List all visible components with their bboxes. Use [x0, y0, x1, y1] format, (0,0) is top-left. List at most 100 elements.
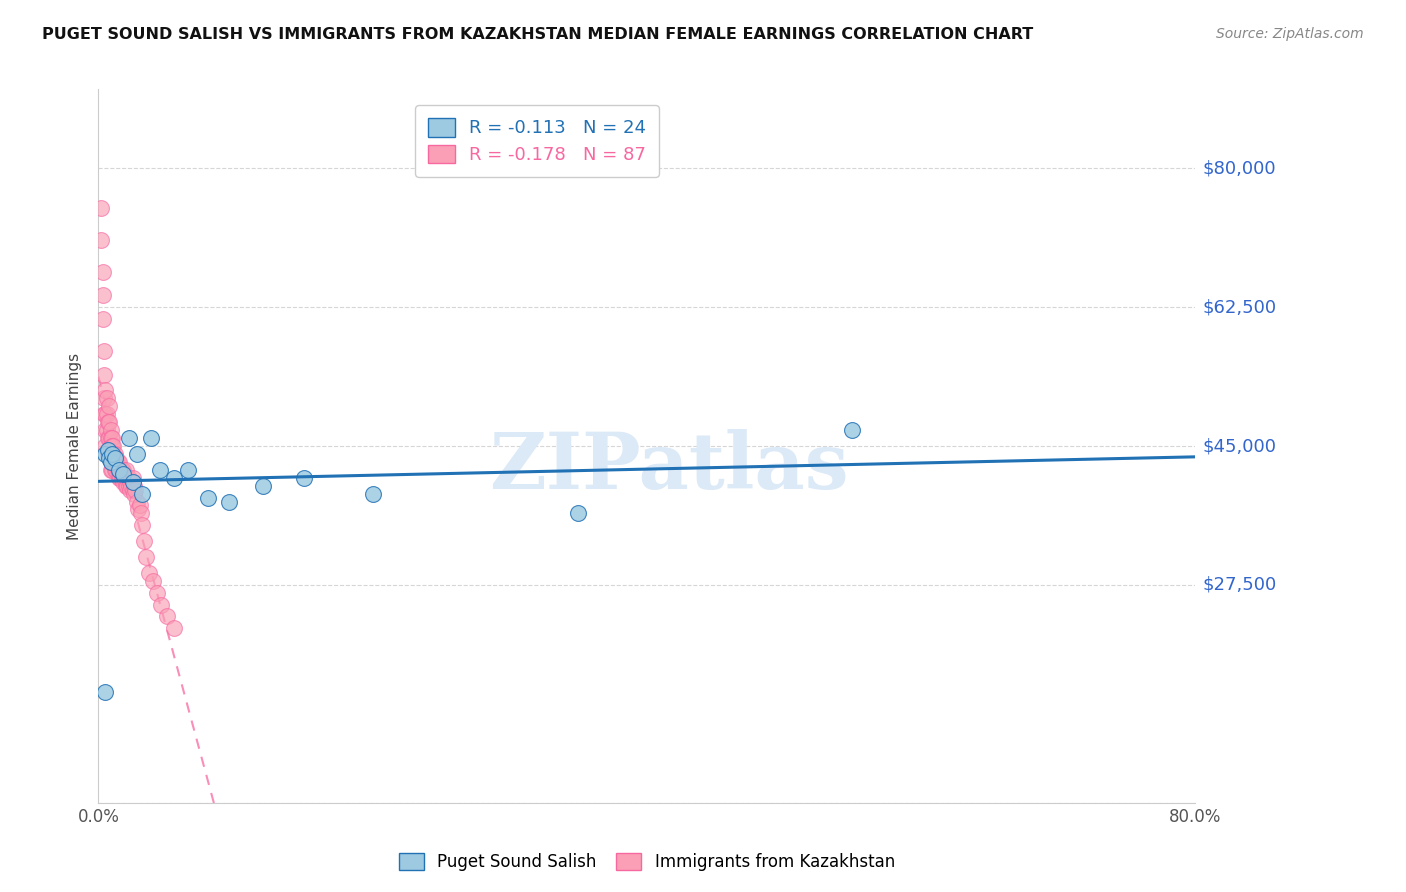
Point [91, 264, 114, 278]
Point [128, 499, 150, 513]
Legend: Puget Sound Salish, Immigrants from Kazakhstan: Puget Sound Salish, Immigrants from Kaza… [391, 845, 903, 880]
Point [132, 534, 155, 549]
Point [118, 475, 141, 489]
Point [94, 439, 117, 453]
Point [117, 478, 139, 492]
Point [115, 478, 138, 492]
Point [101, 455, 124, 469]
Point [163, 621, 186, 635]
Point [100, 455, 122, 469]
Text: $80,000: $80,000 [1202, 160, 1275, 178]
Point [121, 471, 143, 485]
Point [150, 598, 173, 612]
Point [115, 471, 138, 485]
Point [103, 455, 125, 469]
Point [93, 407, 115, 421]
Point [100, 447, 122, 461]
Point [110, 467, 132, 481]
Point [122, 486, 145, 500]
Point [107, 458, 129, 473]
Point [135, 549, 157, 564]
Point [112, 463, 135, 477]
Point [105, 450, 128, 465]
Point [112, 467, 135, 481]
Point [129, 507, 152, 521]
Point [120, 478, 142, 492]
Point [138, 566, 160, 580]
Point [142, 574, 165, 588]
Point [112, 471, 135, 485]
Point [104, 450, 127, 465]
Point [127, 502, 149, 516]
Point [292, 471, 315, 485]
Text: ZIPatlas: ZIPatlas [489, 429, 848, 506]
Point [112, 475, 135, 489]
Text: PUGET SOUND SALISH VS IMMIGRANTS FROM KAZAKHSTAN MEDIAN FEMALE EARNINGS CORRELAT: PUGET SOUND SALISH VS IMMIGRANTS FROM KA… [42, 27, 1033, 42]
Text: $27,500: $27,500 [1202, 575, 1277, 594]
Point [104, 447, 127, 461]
Point [101, 447, 124, 461]
Point [252, 478, 274, 492]
Point [90, 233, 112, 247]
Text: Source: ZipAtlas.com: Source: ZipAtlas.com [1216, 27, 1364, 41]
Point [100, 455, 122, 469]
Point [98, 415, 121, 429]
Point [98, 431, 121, 445]
Point [114, 471, 136, 485]
Point [97, 431, 120, 445]
Point [108, 463, 131, 477]
Point [125, 494, 148, 508]
Point [139, 431, 162, 445]
Point [146, 585, 169, 599]
Point [98, 400, 121, 414]
Point [93, 343, 115, 358]
Point [104, 455, 127, 469]
Point [96, 392, 118, 406]
Point [115, 463, 138, 477]
Point [114, 467, 136, 481]
Point [117, 471, 139, 485]
Point [94, 685, 117, 699]
Point [107, 455, 129, 469]
Point [97, 442, 120, 457]
Point [108, 455, 131, 469]
Point [94, 423, 117, 437]
Point [124, 483, 146, 497]
Point [110, 471, 132, 485]
Point [361, 486, 384, 500]
Point [841, 423, 863, 437]
Point [94, 407, 117, 421]
Point [100, 463, 122, 477]
Point [131, 518, 153, 533]
Point [156, 609, 179, 624]
Point [93, 368, 115, 382]
Point [96, 407, 118, 421]
Point [100, 423, 122, 437]
Point [163, 471, 186, 485]
Point [97, 415, 120, 429]
Point [94, 447, 117, 461]
Point [110, 463, 132, 477]
Legend: R = -0.113   N = 24, R = -0.178   N = 87: R = -0.113 N = 24, R = -0.178 N = 87 [415, 105, 659, 177]
Point [121, 483, 143, 497]
Point [98, 450, 121, 465]
Point [91, 312, 114, 326]
Point [98, 447, 121, 461]
Point [104, 463, 127, 477]
Point [108, 463, 131, 477]
Point [117, 431, 139, 445]
Point [122, 478, 145, 492]
Point [567, 507, 589, 521]
Point [101, 439, 124, 453]
Point [131, 486, 153, 500]
Point [91, 288, 114, 302]
Y-axis label: Median Female Earnings: Median Female Earnings [67, 352, 83, 540]
Point [125, 447, 148, 461]
Point [115, 478, 138, 492]
Point [100, 439, 122, 453]
Point [176, 463, 198, 477]
Point [101, 431, 124, 445]
Point [111, 463, 134, 477]
Text: $62,500: $62,500 [1202, 298, 1277, 317]
Point [218, 494, 240, 508]
